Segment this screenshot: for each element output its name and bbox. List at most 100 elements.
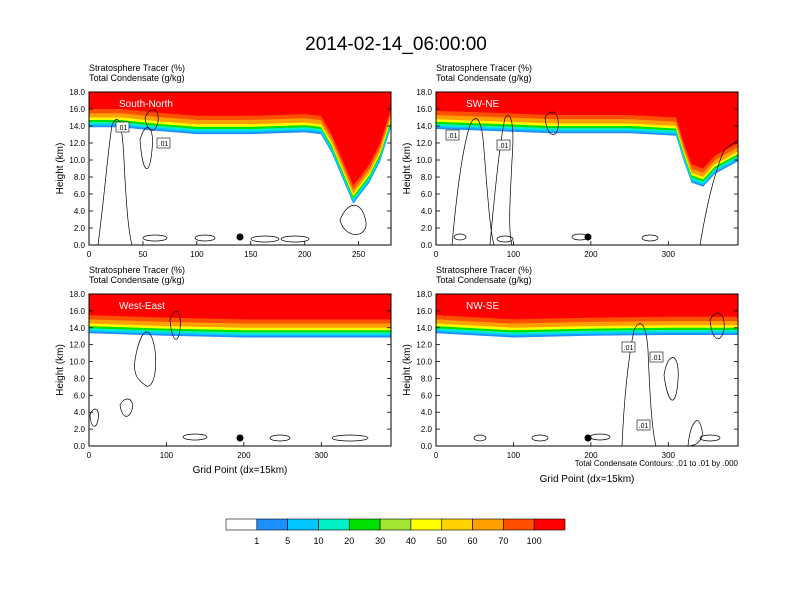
condensate-oval <box>641 234 659 242</box>
colorbar-label: 10 <box>313 536 323 546</box>
panel-label: West-East <box>119 301 165 312</box>
colorbar-swatch <box>379 518 412 531</box>
plot-area: .01 .01 <box>89 92 391 245</box>
condensate-contour <box>134 331 156 387</box>
colorbar-swatch <box>533 518 566 531</box>
condensate-contour <box>139 127 153 169</box>
contour-label: .01 <box>159 141 169 148</box>
colorbar-swatch <box>472 518 504 531</box>
panel-subtitle: Total Condensate (g/kg) <box>89 73 185 83</box>
plot-area <box>89 294 391 446</box>
panel-subtitle: Stratosphere Tracer (%) <box>89 265 185 275</box>
location-marker <box>236 233 244 241</box>
y-tick-label: 14.0 <box>69 324 85 333</box>
y-axis-label: Height (km) <box>402 143 413 195</box>
y-tick-label: 10.0 <box>416 156 432 165</box>
plot-frame <box>88 293 392 447</box>
panel-label: SW-NE <box>466 99 499 110</box>
colorbar-swatch <box>410 518 443 531</box>
x-tick-label: 100 <box>160 451 174 460</box>
tracer-cap <box>436 294 738 309</box>
condensate-contour <box>89 408 99 427</box>
plot-area: .01 .01 .01 <box>436 294 738 446</box>
y-tick-label: 2.0 <box>421 224 433 233</box>
colorbar-label: 1 <box>254 536 259 546</box>
y-tick-label: 16.0 <box>416 105 432 114</box>
contour-label-box <box>115 121 130 133</box>
y-tick-label: 10.0 <box>416 358 432 367</box>
y-tick-label: 10.0 <box>69 358 85 367</box>
x-tick-label: 200 <box>298 250 312 259</box>
y-tick-label: 2.0 <box>74 224 86 233</box>
panel-subtitle: Total Condensate (g/kg) <box>436 275 532 285</box>
y-tick-label: 2.0 <box>421 425 433 434</box>
y-tick-label: 16.0 <box>69 307 85 316</box>
contour-label-box <box>621 341 636 353</box>
x-tick-label: 300 <box>662 250 676 259</box>
y-tick-label: 10.0 <box>69 156 85 165</box>
y-tick-label: 0.0 <box>421 241 433 250</box>
y-tick-label: 14.0 <box>416 122 432 131</box>
x-tick-label: 100 <box>190 250 204 259</box>
condensate-oval <box>250 235 280 243</box>
y-tick-label: 14.0 <box>69 122 85 131</box>
condensate-contour <box>489 115 514 245</box>
y-tick-label: 8.0 <box>74 374 86 383</box>
colorbar-label: 40 <box>406 536 416 546</box>
y-tick-label: 6.0 <box>74 190 86 199</box>
colorbar-label: 20 <box>344 536 354 546</box>
contour-label: .01 <box>448 133 458 140</box>
location-marker <box>584 233 592 241</box>
colorbar-swatch <box>441 518 473 531</box>
panel-subtitle: Stratosphere Tracer (%) <box>89 63 185 73</box>
y-tick-label: 8.0 <box>421 173 433 182</box>
plot-area: .01 .01 <box>436 92 738 245</box>
contour-label-box <box>649 351 664 363</box>
colorbar-label: 60 <box>468 536 478 546</box>
panel-label: South-North <box>119 99 173 110</box>
condensate-contour <box>544 111 559 135</box>
tracer-cap <box>89 294 391 309</box>
colorbar-label: 5 <box>285 536 290 546</box>
x-tick-label: 200 <box>237 451 251 460</box>
colorbar-swatch <box>287 518 319 531</box>
y-tick-label: 18.0 <box>416 290 432 299</box>
y-tick-label: 18.0 <box>69 88 85 97</box>
colorbar-label: 100 <box>527 536 542 546</box>
condensate-contour <box>709 312 725 340</box>
y-tick-label: 12.0 <box>69 139 85 148</box>
panel-subtitle: Stratosphere Tracer (%) <box>436 63 532 73</box>
colorbar-swatch <box>348 518 381 531</box>
condensate-contour <box>169 310 181 340</box>
condensate-oval <box>531 434 549 442</box>
y-tick-label: 8.0 <box>74 173 86 182</box>
y-tick-label: 6.0 <box>421 190 433 199</box>
condensate-oval <box>182 433 208 441</box>
y-tick-label: 0.0 <box>421 442 433 451</box>
colorbar-label: 70 <box>498 536 508 546</box>
y-tick-label: 18.0 <box>69 290 85 299</box>
x-tick-label: 100 <box>507 250 521 259</box>
contour-label-box <box>496 139 511 151</box>
y-tick-label: 18.0 <box>416 88 432 97</box>
tracer-cap <box>436 92 738 107</box>
x-tick-label: 250 <box>352 250 366 259</box>
x-tick-label: 150 <box>244 250 258 259</box>
contour-label-box <box>636 419 651 431</box>
y-tick-label: 16.0 <box>416 307 432 316</box>
y-tick-label: 12.0 <box>416 341 432 350</box>
tracer-band <box>89 92 391 190</box>
panel-subtitle: Total Condensate (g/kg) <box>436 73 532 83</box>
plot-frame <box>435 91 739 246</box>
condensate-contour <box>621 323 657 446</box>
panel-label: NW-SE <box>466 301 499 312</box>
x-tick-label: 0 <box>87 250 92 259</box>
colorbar-swatch <box>256 518 288 531</box>
condensate-contour <box>119 398 133 417</box>
condensate-contour <box>97 119 133 245</box>
contour-footnote: Total Condensate Contours: .01 to .01 by… <box>575 459 739 468</box>
condensate-contour <box>663 357 679 401</box>
y-axis-label: Height (km) <box>55 344 66 396</box>
x-tick-label: 0 <box>434 250 439 259</box>
x-axis-label: Grid Point (dx=15km) <box>193 465 288 476</box>
